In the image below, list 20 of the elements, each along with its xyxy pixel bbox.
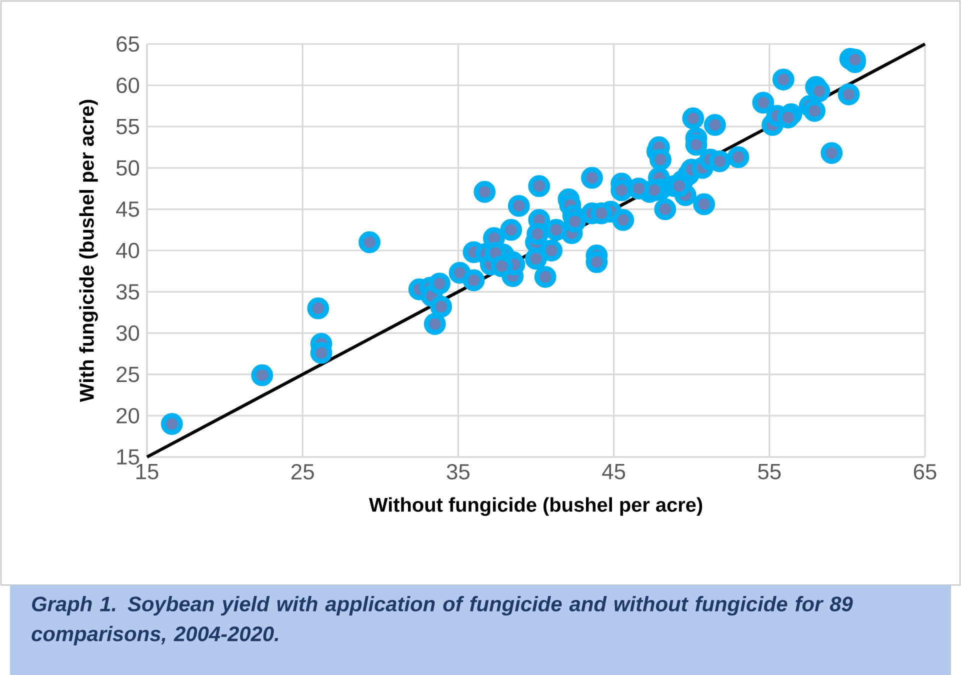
x-tick-label: 65 xyxy=(914,464,936,480)
x-tick-label: 35 xyxy=(446,464,470,480)
y-axis-title: With fungicide (bushel per acre) xyxy=(79,100,98,402)
caption: Graph 1. Soybean yield with application of fungicide and without fungicide for 89 comparisons, 2004-2020. xyxy=(32,596,853,646)
y-tick-label: 20 xyxy=(116,408,140,424)
x-tick-label: 45 xyxy=(602,464,626,480)
y-tick-label: 45 xyxy=(116,202,140,217)
x-tick-label: 55 xyxy=(758,464,781,480)
y-tick-label: 65 xyxy=(116,36,140,52)
x-tick-label: 25 xyxy=(292,464,314,480)
y-tick-label: 40 xyxy=(116,242,140,258)
x-axis-title: Without fungicide (bushel per acre) xyxy=(368,497,702,516)
y-tick-label: 25 xyxy=(116,366,140,382)
y-tick-label: 50 xyxy=(116,160,140,176)
y-tick-label: 60 xyxy=(116,78,140,94)
y-tick-label: 15 xyxy=(117,449,140,465)
y-tick-label: 55 xyxy=(116,118,140,134)
x-tick-label: 15 xyxy=(136,464,158,480)
y-tick-label: 35 xyxy=(116,284,140,300)
y-tick-label: 30 xyxy=(116,325,140,341)
